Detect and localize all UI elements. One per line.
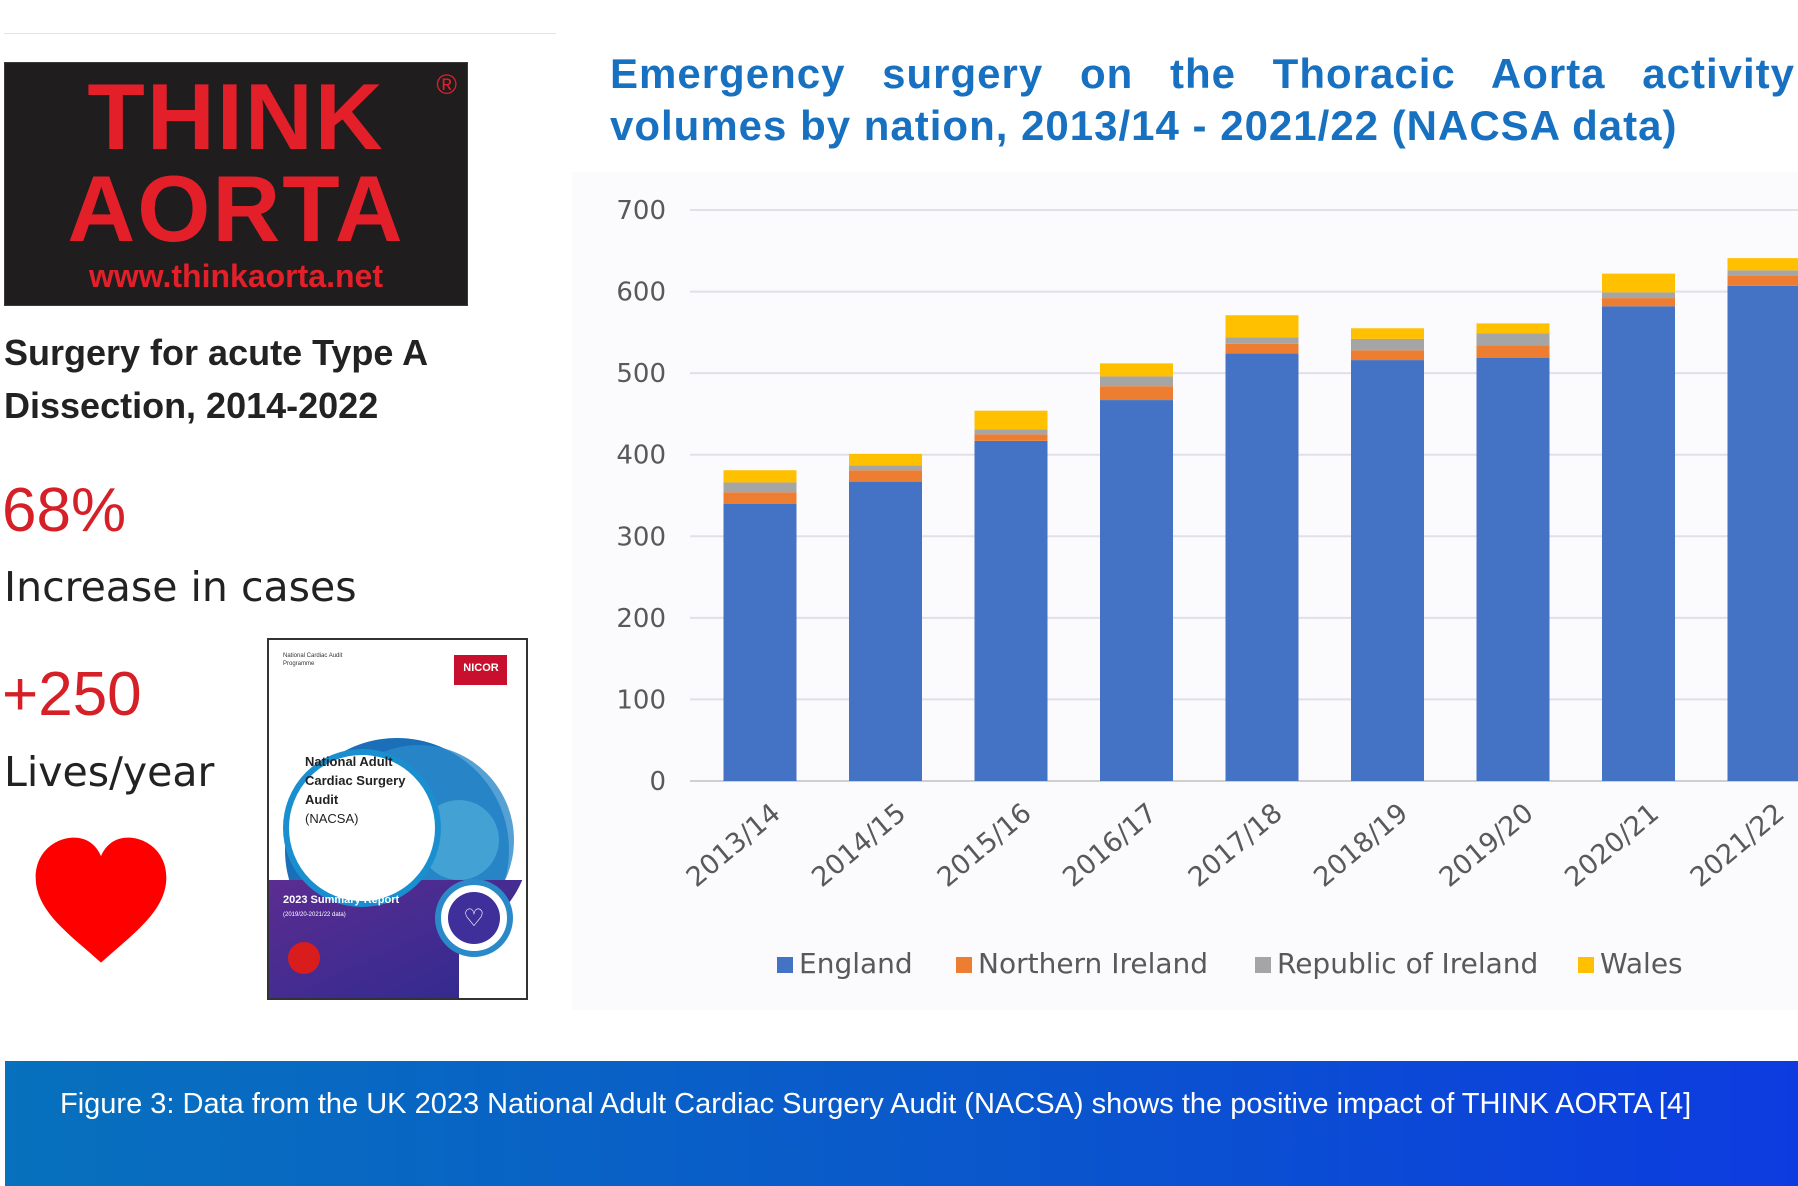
legend-swatch-england — [777, 957, 793, 973]
logo-url: www.thinkaorta.net — [89, 258, 383, 294]
bar-northern-ireland-2019-20 — [1476, 345, 1550, 358]
report-title-line4: (NACSA) — [305, 811, 359, 826]
stat-lives-value: +250 — [2, 660, 142, 729]
bar-england-2015-16 — [974, 440, 1048, 781]
x-tick-label: 2019/20 — [1434, 798, 1540, 894]
bar-northern-ireland-2021-22 — [1727, 275, 1798, 286]
bar-republic-of-ireland-2017-18 — [1225, 337, 1299, 344]
report-summary: 2023 Summary Report — [283, 894, 400, 906]
bar-republic-of-ireland-2021-22 — [1727, 270, 1798, 276]
bar-republic-of-ireland-2014-15 — [849, 465, 922, 471]
nicor-badge: NICOR — [463, 662, 499, 674]
bar-republic-of-ireland-2013-14 — [723, 482, 797, 493]
bar-england-2018-19 — [1351, 360, 1424, 781]
bar-wales-2016-17 — [1100, 363, 1173, 377]
x-tick-label: 2018/19 — [1308, 798, 1414, 894]
y-tick-label: 300 — [616, 522, 666, 552]
heart-icon — [35, 837, 167, 963]
legend-swatch-northern-ireland — [956, 957, 972, 973]
legend-label: Northern Ireland — [978, 947, 1208, 980]
bar-republic-of-ireland-2016-17 — [1100, 376, 1173, 387]
panel-subtitle: Surgery for acute Type A Dissection, 201… — [4, 332, 427, 426]
report-program-label: National Cardiac Audit Programme — [283, 653, 343, 667]
bar-england-2016-17 — [1100, 400, 1173, 781]
bar-wales-2014-15 — [849, 453, 922, 466]
x-tick-label: 2020/21 — [1559, 798, 1665, 894]
bar-england-2021-22 — [1727, 285, 1798, 781]
legend-swatch-republic-of-ireland — [1255, 957, 1271, 973]
top-divider — [4, 33, 556, 34]
bar-northern-ireland-2015-16 — [974, 434, 1048, 441]
bar-england-2013-14 — [723, 503, 797, 781]
y-tick-label: 200 — [616, 604, 666, 634]
bar-england-2019-20 — [1476, 357, 1550, 781]
x-tick-label: 2013/14 — [681, 798, 787, 894]
think-aorta-logo: THINK AORTA www.thinkaorta.net ® — [4, 62, 468, 306]
bar-republic-of-ireland-2015-16 — [974, 429, 1048, 435]
nacsa-report-cover: National Cardiac Audit Programme NICOR N… — [267, 638, 528, 1000]
bar-northern-ireland-2014-15 — [849, 470, 922, 482]
bar-wales-2019-20 — [1476, 323, 1550, 334]
bar-wales-2013-14 — [723, 470, 797, 483]
bar-wales-2017-18 — [1225, 315, 1299, 338]
y-tick-label: 0 — [649, 767, 666, 797]
report-subsummary: (2019/20-2021/22 data) — [283, 912, 346, 918]
bar-wales-2018-19 — [1351, 328, 1424, 339]
legend-label: Wales — [1600, 947, 1683, 980]
bar-england-2014-15 — [849, 481, 922, 781]
y-tick-label: 600 — [616, 278, 666, 308]
y-tick-label: 700 — [616, 196, 666, 226]
figure-caption: Figure 3: Data from the UK 2023 National… — [60, 1088, 1692, 1120]
report-title: National Adult Cardiac Surgery Audit (NA… — [305, 752, 425, 828]
x-tick-label: 2014/15 — [806, 798, 912, 894]
y-tick-label: 500 — [616, 359, 666, 389]
report-title-line1: National Adult — [305, 754, 393, 769]
report-title-line2: Cardiac Surgery — [305, 773, 406, 788]
chart-title: Emergency surgery on the Thoracic Aorta … — [610, 48, 1795, 152]
logo-line-think: THINK — [87, 64, 385, 169]
registered-mark: ® — [436, 69, 457, 100]
bar-wales-2015-16 — [974, 410, 1048, 430]
stat-lives-label: Lives/year — [4, 748, 215, 796]
y-tick-label: 100 — [616, 685, 666, 715]
bar-republic-of-ireland-2018-19 — [1351, 338, 1424, 351]
bar-republic-of-ireland-2019-20 — [1476, 333, 1550, 346]
bar-northern-ireland-2016-17 — [1100, 386, 1173, 401]
y-tick-label: 400 — [616, 441, 666, 471]
x-tick-label: 2016/17 — [1057, 798, 1163, 894]
bar-wales-2021-22 — [1727, 258, 1798, 271]
chart-area: 0 100 200 300 400 500 600 700 2013/14 2014/15 2015… — [572, 172, 1798, 1010]
stacked-bar-chart: 0 100 200 300 400 500 600 700 2013/14 2014/15 2015… — [616, 196, 1798, 980]
bar-republic-of-ireland-2020-21 — [1602, 292, 1675, 299]
x-tick-label: 2021/22 — [1685, 798, 1791, 894]
bar-england-2020-21 — [1602, 306, 1675, 781]
legend-swatch-wales — [1578, 957, 1594, 973]
bar-northern-ireland-2020-21 — [1602, 298, 1675, 307]
stat-increase-value: 68% — [2, 476, 127, 545]
bar-northern-ireland-2018-19 — [1351, 350, 1424, 361]
chart-title-line1: Emergency surgery on the Thoracic Aorta … — [610, 50, 1795, 97]
bar-northern-ireland-2017-18 — [1225, 343, 1299, 354]
report-title-line3: Audit — [305, 792, 339, 807]
x-tick-label: 2017/18 — [1183, 798, 1289, 894]
legend-label: England — [799, 947, 913, 980]
legend-label: Republic of Ireland — [1277, 947, 1538, 980]
x-tick-label: 2015/16 — [932, 798, 1038, 894]
stat-increase-label: Increase in cases — [4, 563, 357, 611]
chart-title-line2: volumes by nation, 2013/14 - 2021/22 (NA… — [610, 102, 1678, 149]
bar-wales-2020-21 — [1602, 273, 1675, 293]
logo-line-aorta: AORTA — [67, 156, 405, 261]
figure-caption-banner: Figure 3: Data from the UK 2023 National… — [5, 1061, 1798, 1186]
bar-england-2017-18 — [1225, 353, 1299, 781]
heart-badge-icon: ♡ — [463, 904, 485, 932]
bar-northern-ireland-2013-14 — [723, 492, 797, 504]
